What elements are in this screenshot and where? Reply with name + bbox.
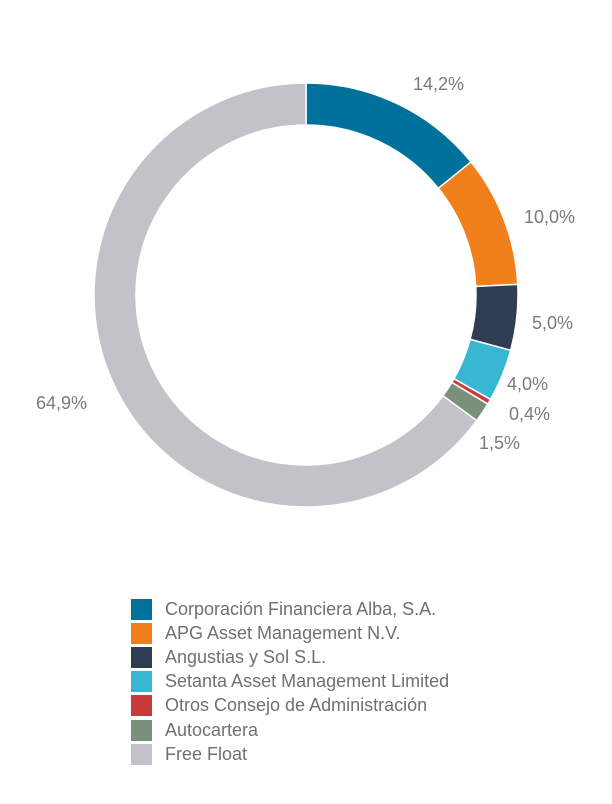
slice-label-setanta-asset-management-limited: 4,0% xyxy=(507,374,548,394)
donut-chart: 14,2% 10,0% 5,0% 4,0% 0,4% 1,5% 64,9% xyxy=(36,74,575,508)
legend-item-otros-consejo-de-administracion: Otros Consejo de Administración xyxy=(131,694,449,718)
slices xyxy=(93,82,519,508)
legend-label: Autocartera xyxy=(165,719,259,740)
legend-swatch xyxy=(131,598,152,620)
legend-label: Free Float xyxy=(165,743,248,764)
slice-label-apg-asset-management-n-v: 10,0% xyxy=(524,207,575,227)
slice-labels: 14,2% 10,0% 5,0% 4,0% 0,4% 1,5% 64,9% xyxy=(36,74,575,453)
legend-label: APG Asset Management N.V. xyxy=(165,622,401,643)
legend-label: Corporación Financiera Alba, S.A. xyxy=(165,598,437,619)
slice-label-autocartera: 1,5% xyxy=(479,433,520,453)
legend-swatch xyxy=(131,671,152,693)
slice-label-otros-consejo-de-administracion: 0,4% xyxy=(509,404,550,424)
legend-swatch xyxy=(131,646,152,668)
legend-item-apg-asset-management-n-v: APG Asset Management N.V. xyxy=(131,621,449,645)
slice-label-angustias-y-sol-s-l: 5,0% xyxy=(532,313,573,333)
legend-item-angustias-y-sol-s-l: Angustias y Sol S.L. xyxy=(131,645,449,669)
legend-label: Angustias y Sol S.L. xyxy=(165,646,327,667)
slice-free-float xyxy=(93,82,478,508)
legend-item-corporacion-financiera-alba-s-a: Corporación Financiera Alba, S.A. xyxy=(131,597,449,621)
slice-angustias-y-sol-s-l xyxy=(469,283,519,352)
slice-label-free-float: 64,9% xyxy=(36,393,87,413)
slice-label-corporacion-financiera-alba-s-a: 14,2% xyxy=(413,74,464,94)
legend-swatch xyxy=(131,743,152,765)
legend-label: Otros Consejo de Administración xyxy=(165,695,428,716)
slice-apg-asset-management-n-v xyxy=(437,160,519,288)
legend-swatch xyxy=(131,622,152,644)
slice-corporacion-financiera-alba-s-a xyxy=(305,82,473,190)
legend-item-autocartera: Autocartera xyxy=(131,718,449,742)
legend-item-free-float: Free Float xyxy=(131,742,449,766)
legend-swatch xyxy=(131,719,152,741)
legend-label: Setanta Asset Management Limited xyxy=(165,671,450,692)
legend-swatch xyxy=(131,695,152,717)
chart-legend: Corporación Financiera Alba, S.A. APG Ass… xyxy=(131,597,449,766)
legend-item-setanta-asset-management-limited: Setanta Asset Management Limited xyxy=(131,670,449,694)
